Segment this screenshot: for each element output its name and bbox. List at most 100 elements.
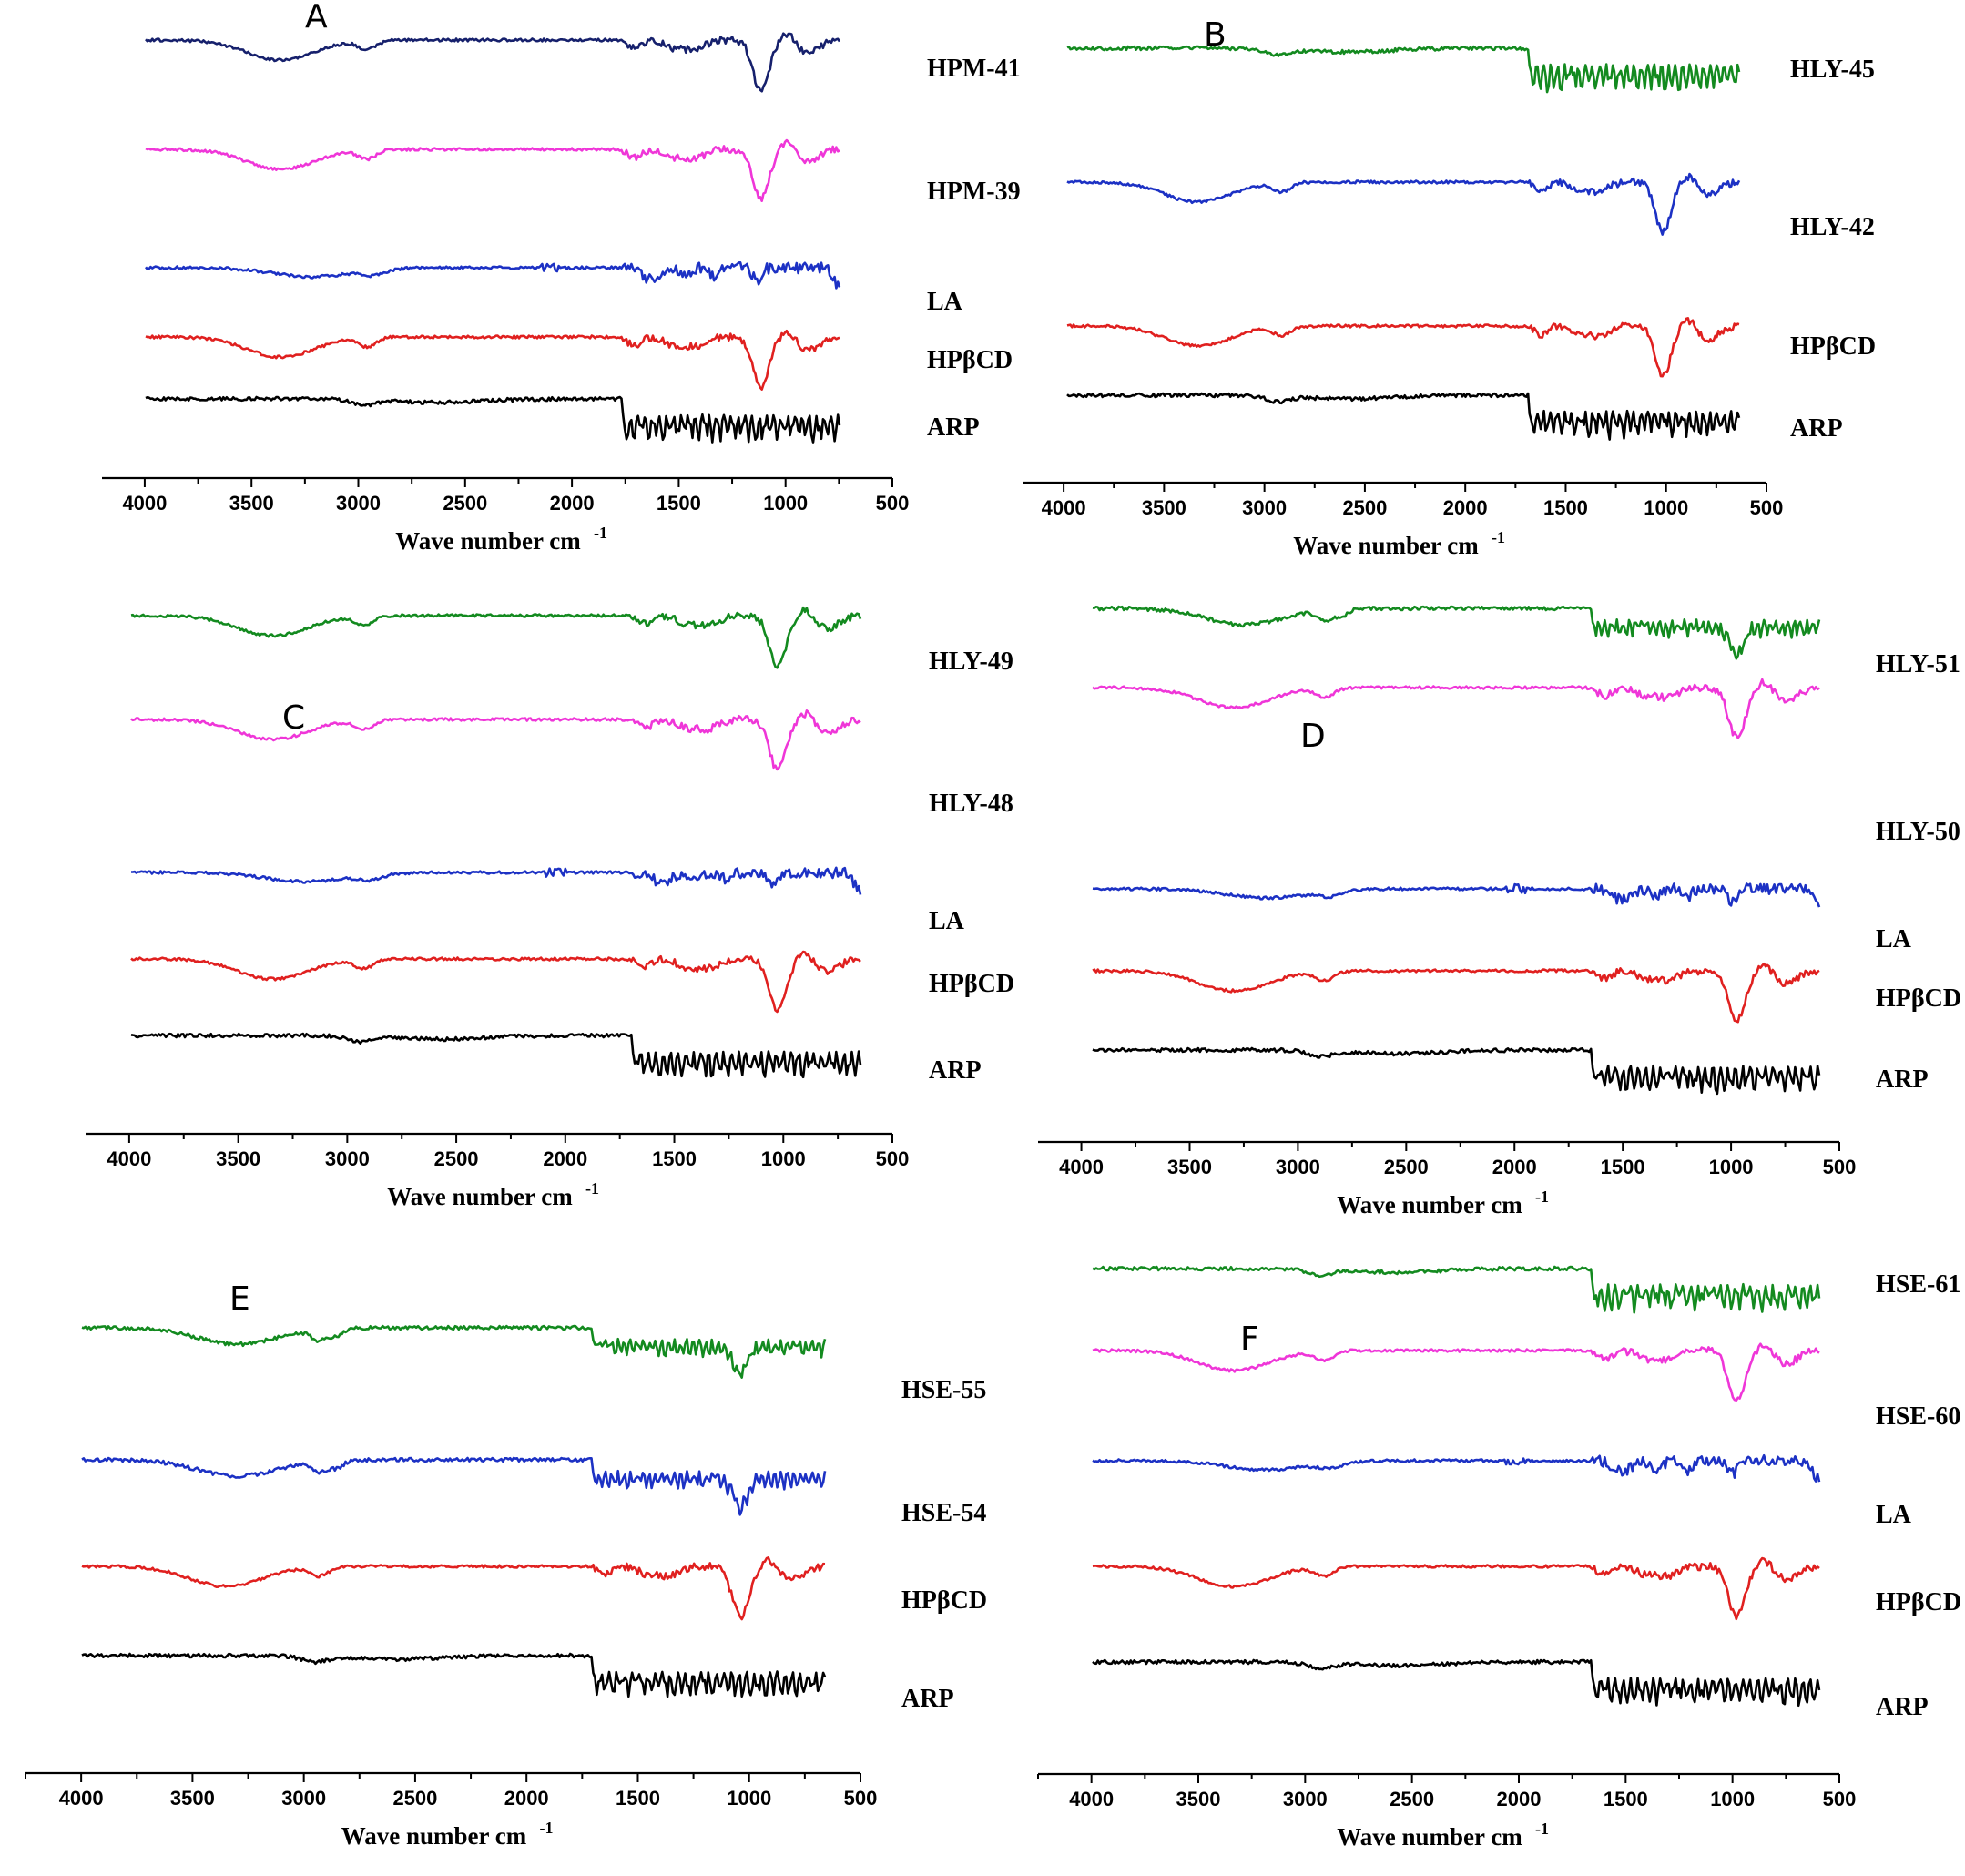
x-axis-title: Wave number cm	[1337, 1823, 1522, 1851]
series-label: HPM-39	[927, 178, 1021, 206]
series-label: HLY-49	[929, 647, 1013, 676]
x-axis-title-unit: -1	[1535, 1820, 1549, 1838]
series-line-hse-54	[81, 1456, 827, 1516]
series-label: HSE-55	[901, 1376, 986, 1404]
series-label: ARP	[901, 1685, 954, 1713]
x-tick-label: 2500	[1390, 1788, 1434, 1810]
x-tick-label: 1500	[1604, 1788, 1648, 1810]
x-tick-label: 1500	[1601, 1156, 1645, 1178]
series-label: HSE-54	[901, 1499, 986, 1527]
panel-e: E HSE-55 HSE-54 HPβCD ARP 4000 3500 3000 2500 200…	[25, 1280, 987, 1850]
x-tick-label: 4000	[59, 1787, 104, 1810]
series-line-hpβcd	[1092, 962, 1820, 1024]
x-tick-label: 2500	[392, 1787, 437, 1810]
x-axis-title: Wave number cm	[1293, 532, 1479, 559]
x-tick-label: 500	[1823, 1788, 1857, 1810]
x-tick-label: 1500	[616, 1787, 660, 1810]
series-line-hpβcd	[130, 950, 861, 1014]
x-tick-label: 1000	[761, 1147, 806, 1170]
x-tick-label: 2000	[1497, 1788, 1542, 1810]
x-tick-label: 3000	[1276, 1156, 1320, 1178]
series-line-hse-61	[1092, 1265, 1821, 1314]
series-label: HLY-42	[1790, 213, 1875, 241]
x-axis-title: Wave number cm	[1337, 1191, 1522, 1218]
series-line-arp	[1092, 1046, 1821, 1096]
panel-f: F HSE-61 HSE-60 LA HPβCD ARP 4000 3500 3000 2500 2…	[1037, 1265, 1961, 1851]
x-axis-title-unit: -1	[540, 1819, 554, 1837]
series-line-arp	[1066, 392, 1741, 441]
series-line-arp	[1092, 1658, 1821, 1708]
series-label: ARP	[1876, 1693, 1929, 1721]
x-tick-label: 2000	[504, 1787, 549, 1810]
panel-letter: D	[1300, 718, 1326, 755]
x-axis-title: Wave number cm	[341, 1822, 527, 1850]
series-line-arp	[130, 1032, 862, 1079]
x-axis-title-unit: -1	[594, 524, 607, 542]
panel-a: A HPM-41 HPM-39 LA HPβCD ARP 4000 3500 3000 2500 2…	[102, 0, 1021, 555]
series-label: ARP	[929, 1056, 982, 1085]
x-axis-title: Wave number cm	[387, 1183, 573, 1210]
x-tick-label: 1000	[727, 1787, 771, 1810]
series-label: LA	[929, 907, 965, 935]
series-label: HLY-45	[1790, 56, 1875, 84]
series-line-hly-48	[130, 709, 861, 771]
series-line-la	[1092, 882, 1821, 908]
series-line-hpβcd	[1092, 1556, 1820, 1621]
x-tick-label: 4000	[1059, 1156, 1104, 1178]
x-axis-title-unit: -1	[1492, 528, 1505, 546]
x-tick-label: 4000	[122, 492, 167, 515]
x-tick-label: 500	[844, 1787, 878, 1810]
series-label: HPβCD	[1790, 332, 1876, 361]
series-label: HPM-41	[927, 55, 1021, 83]
series-line-hpβcd	[1066, 317, 1740, 378]
series-line-hly-45	[1066, 45, 1741, 94]
series-label: HLY-50	[1876, 818, 1960, 846]
panel-letter: C	[282, 699, 305, 737]
x-tick-label: 3000	[336, 492, 381, 515]
series-line-hpβcd	[145, 329, 840, 391]
x-tick-label: 500	[876, 1147, 910, 1170]
series-label: LA	[927, 288, 963, 316]
series-line-arp	[145, 395, 841, 444]
x-tick-label: 2000	[543, 1147, 587, 1170]
series-line-la	[144, 261, 841, 290]
x-tick-label: 3000	[325, 1147, 370, 1170]
x-tick-label: 3500	[1176, 1788, 1221, 1810]
x-tick-label: 1500	[1543, 496, 1588, 519]
panel-d: D HLY-51 HLY-50 LA HPβCD ARP 4000 3500 3000 2500 2…	[1038, 605, 1961, 1218]
series-line-hse-60	[1092, 1342, 1820, 1402]
x-tick-label: 2500	[434, 1147, 479, 1170]
x-tick-label: 3000	[1283, 1788, 1328, 1810]
series-label: ARP	[1876, 1065, 1929, 1094]
panel-letter: A	[305, 0, 328, 36]
x-tick-label: 2500	[443, 492, 487, 515]
x-tick-label: 3000	[281, 1787, 326, 1810]
series-label: HSE-61	[1876, 1270, 1960, 1299]
series-line-hse-55	[81, 1324, 827, 1379]
series-line-la	[1092, 1453, 1821, 1483]
x-tick-label: 3000	[1242, 496, 1287, 519]
x-tick-label: 500	[876, 492, 910, 515]
series-line-hpm-41	[145, 32, 841, 93]
x-tick-label: 2500	[1384, 1156, 1429, 1178]
x-tick-label: 1000	[1709, 1156, 1754, 1178]
series-line-hpm-39	[145, 138, 840, 202]
series-line-hly-49	[130, 606, 862, 669]
panel-letter: F	[1240, 1320, 1259, 1358]
series-label: HPβCD	[1876, 984, 1961, 1013]
x-tick-label: 4000	[1042, 496, 1086, 519]
x-tick-label: 1500	[652, 1147, 697, 1170]
x-tick-label: 2000	[1492, 1156, 1537, 1178]
series-label: HPβCD	[929, 970, 1014, 998]
series-label: ARP	[1790, 414, 1843, 443]
series-line-hly-51	[1092, 605, 1821, 660]
x-tick-label: 3500	[1167, 1156, 1212, 1178]
series-line-hly-42	[1066, 172, 1741, 236]
x-tick-label: 2000	[1443, 496, 1488, 519]
series-line-la	[131, 866, 862, 895]
x-tick-label: 1000	[1644, 496, 1688, 519]
x-tick-label: 1500	[657, 492, 701, 515]
x-tick-label: 3500	[1142, 496, 1186, 519]
